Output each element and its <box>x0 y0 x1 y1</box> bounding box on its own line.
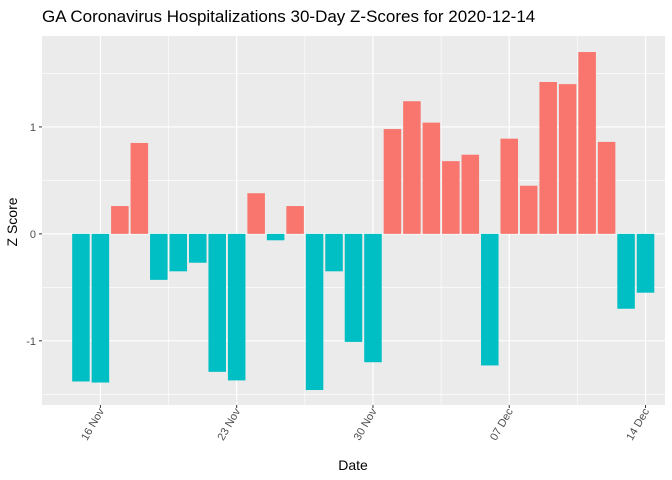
bar <box>442 161 460 234</box>
chart-title: GA Coronavirus Hospitalizations 30-Day Z… <box>42 7 535 26</box>
bar <box>247 193 265 234</box>
bar <box>636 233 655 293</box>
bar <box>150 233 168 280</box>
y-tick-label: -1 <box>26 336 36 348</box>
bar <box>578 52 596 234</box>
y-axis: -1 0 1 <box>26 122 42 348</box>
bar <box>130 142 149 234</box>
x-axis-label: Date <box>338 457 368 473</box>
bar <box>461 154 480 234</box>
x-tick-label: 14 Dec <box>624 406 652 443</box>
bar <box>72 233 90 382</box>
bar <box>383 129 402 234</box>
bar <box>286 206 304 234</box>
bars <box>72 52 655 391</box>
bar <box>558 84 577 234</box>
bar <box>519 185 538 234</box>
bar <box>422 122 441 234</box>
bar <box>617 233 635 309</box>
x-axis: 16 Nov 23 Nov 30 Nov 07 Dec 14 Dec <box>79 405 652 443</box>
bar <box>91 233 110 383</box>
bar <box>597 141 616 234</box>
x-tick-label: 23 Nov <box>215 406 243 443</box>
bar <box>208 233 226 372</box>
bar <box>481 233 499 366</box>
y-axis-label: Z Score <box>4 197 20 246</box>
bar <box>188 233 207 263</box>
bar <box>344 233 363 342</box>
bar <box>305 233 324 391</box>
y-tick-label: 0 <box>30 229 36 241</box>
bar <box>539 81 557 234</box>
bar <box>169 233 188 272</box>
bar <box>266 233 285 241</box>
y-tick-label: 1 <box>30 122 36 134</box>
bar <box>364 233 382 363</box>
bar <box>227 233 246 381</box>
x-tick-label: 16 Nov <box>79 406 107 443</box>
x-tick-label: 07 Dec <box>488 406 516 443</box>
bar <box>403 101 421 234</box>
x-tick-label: 30 Nov <box>352 406 380 443</box>
bar <box>500 138 519 234</box>
bar <box>325 233 343 272</box>
bar <box>111 206 129 234</box>
